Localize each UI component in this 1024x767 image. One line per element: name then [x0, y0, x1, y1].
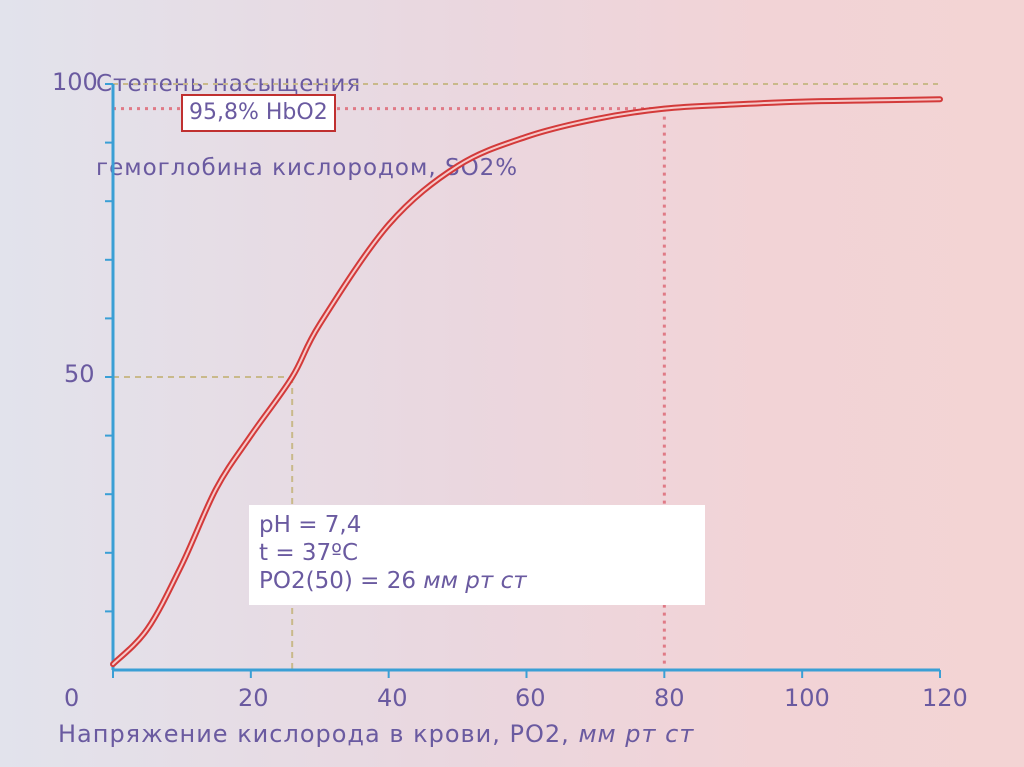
- condition-temperature: t = 37ºC: [259, 540, 359, 566]
- x-tick-label-80: 80: [654, 684, 685, 712]
- x-tick-label-40: 40: [377, 684, 408, 712]
- x-tick-label-0: 0: [64, 684, 80, 712]
- y-tick-label-50: 50: [64, 360, 95, 388]
- x-axis-title-unit: мм рт ст: [578, 720, 695, 748]
- saturation-curve-highlight: [112, 98, 941, 666]
- condition-ph: pH = 7,4: [259, 512, 362, 538]
- conditions-box: pH = 7,4 t = 37ºC PO2(50) = 26 мм рт ст: [249, 505, 705, 605]
- x-tick-label-20: 20: [238, 684, 269, 712]
- condition-p50-value: PO2(50) = 26: [259, 568, 416, 594]
- x-axis-title: Напряжение кислорода в крови, PO2, мм рт…: [58, 720, 694, 748]
- condition-p50-unit: мм рт ст: [423, 568, 527, 594]
- x-tick-label-60: 60: [515, 684, 546, 712]
- x-tick-label-100: 100: [784, 684, 830, 712]
- x-axis-title-text: Напряжение кислорода в крови, PO2,: [58, 720, 570, 748]
- axis-ticks: [105, 83, 941, 678]
- saturation-callout: 95,8% HbO2: [181, 94, 336, 132]
- x-tick-label-120: 120: [922, 684, 968, 712]
- y-tick-label-100: 100: [52, 68, 98, 96]
- condition-p50: PO2(50) = 26 мм рт ст: [259, 567, 695, 595]
